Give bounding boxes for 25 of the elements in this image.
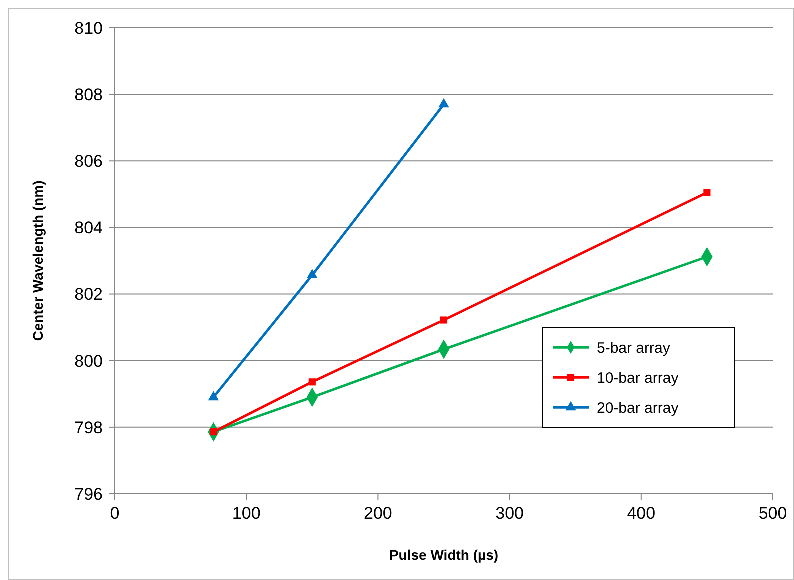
y-tick-label: 808 bbox=[74, 86, 103, 105]
legend-label: 10-bar array bbox=[597, 370, 680, 387]
y-tick-label: 804 bbox=[74, 218, 103, 238]
x-tick-label: 0 bbox=[110, 504, 120, 523]
x-tick-label: 200 bbox=[364, 504, 392, 523]
y-tick-label: 806 bbox=[74, 152, 103, 172]
point bbox=[438, 98, 450, 108]
y-tick-label: 810 bbox=[74, 18, 103, 38]
point bbox=[208, 391, 220, 401]
x-axis-title: Pulse Width (µs) bbox=[389, 547, 499, 563]
point bbox=[440, 316, 448, 324]
point bbox=[307, 269, 318, 278]
y-tick-label: 802 bbox=[74, 285, 103, 304]
point bbox=[308, 378, 316, 386]
x-tick-label: 500 bbox=[758, 504, 788, 523]
x-tick-label: 300 bbox=[496, 504, 524, 523]
y-tick-label: 798 bbox=[74, 418, 103, 438]
x-tick-label: 100 bbox=[232, 504, 261, 523]
y-axis-title: Center Wavelength (nm) bbox=[30, 180, 46, 342]
point bbox=[704, 189, 711, 196]
x-tick-label: 400 bbox=[627, 504, 656, 523]
y-tick-label: 796 bbox=[74, 484, 103, 504]
y-tick-label: 800 bbox=[74, 352, 103, 371]
legend-label: 20-bar array bbox=[597, 400, 680, 417]
legend-label: 5-bar array bbox=[597, 340, 671, 357]
